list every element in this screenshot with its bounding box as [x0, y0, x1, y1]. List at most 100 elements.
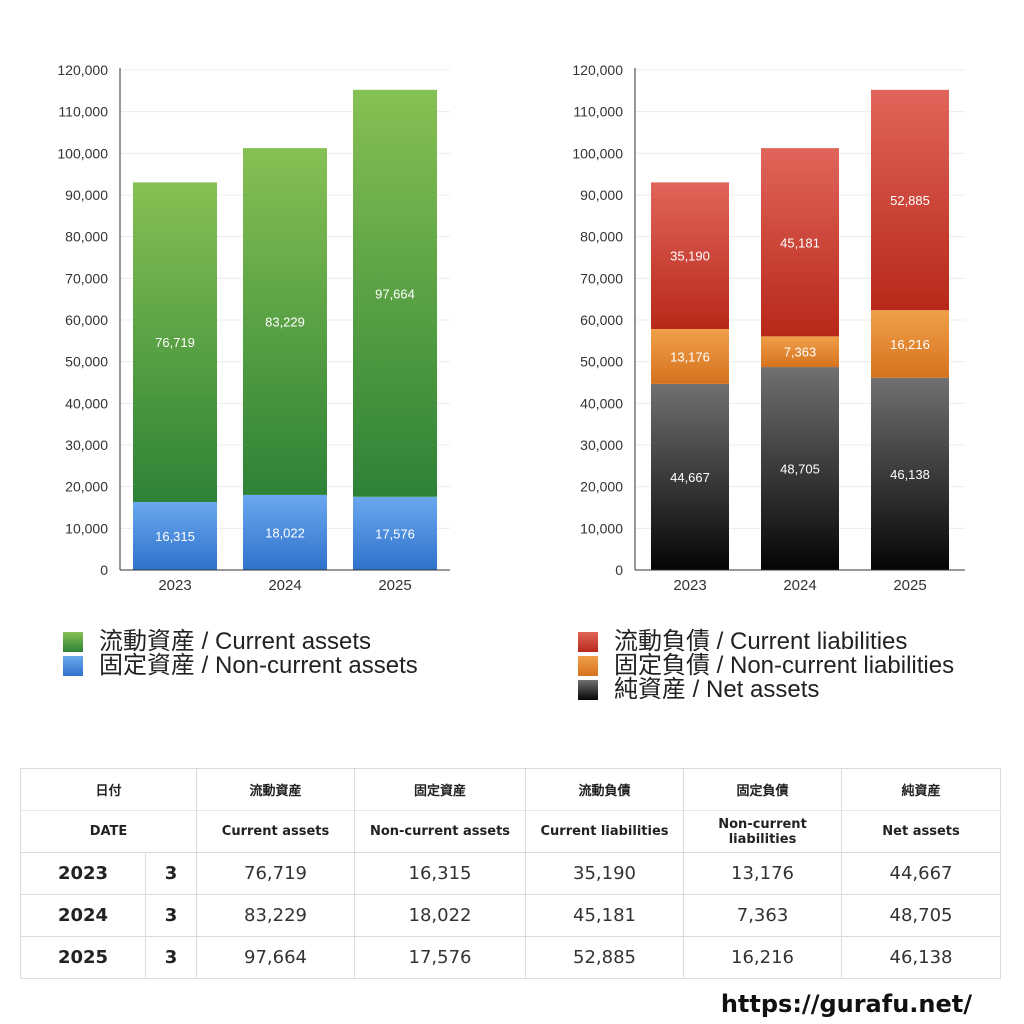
x-tick-label: 2025 — [893, 577, 926, 594]
cell-noncurrent-liabilities: 16,216 — [683, 936, 843, 979]
legend-label: 流動負債 / Current liabilities — [614, 628, 908, 655]
bar-segment — [651, 328, 729, 384]
bar-segment — [353, 89, 437, 497]
header-net-assets-jp: 純資産 — [841, 768, 1002, 811]
data-label: 16,216 — [890, 337, 930, 352]
assets-legend: 流動資産 / Current assets 固定資産 / Non-current … — [63, 630, 418, 678]
legend-label: 純資産 / Net assets — [614, 676, 820, 703]
bar-segment — [133, 182, 217, 503]
legend-label: 固定負債 / Non-current liabilities — [614, 652, 955, 679]
y-tick-label: 40,000 — [580, 395, 623, 411]
cell-net-assets: 46,138 — [841, 936, 1002, 979]
header-noncurrent-liabilities-en: Non-current liabilities — [683, 810, 843, 853]
y-tick-label: 0 — [615, 562, 623, 578]
cell-current-assets: 76,719 — [196, 852, 356, 895]
y-tick-label: 0 — [100, 562, 108, 578]
y-tick-label: 80,000 — [580, 229, 623, 245]
bar-segment — [761, 367, 839, 570]
bar-segment — [761, 148, 839, 337]
header-current-assets-jp: 流動資産 — [196, 768, 356, 811]
x-tick-label: 2024 — [783, 577, 816, 594]
y-tick-label: 80,000 — [65, 229, 108, 245]
header-current-liabilities-jp: 流動負債 — [525, 768, 685, 811]
row-year: 2023 — [20, 852, 146, 895]
legend-label: 固定資産 / Non-current assets — [99, 652, 418, 679]
cell-current-assets: 83,229 — [196, 894, 356, 937]
cell-noncurrent-liabilities: 7,363 — [683, 894, 843, 937]
bar-segment — [133, 502, 217, 570]
cell-current-liabilities: 35,190 — [525, 852, 685, 895]
header-noncurrent-liabilities-jp: 固定負債 — [683, 768, 843, 811]
table-header-jp: 日付 流動資産 固定資産 流動負債 固定負債 純資産 — [19, 768, 1002, 811]
legend-item: 流動資産 / Current assets — [63, 630, 418, 654]
row-month: 3 — [144, 936, 198, 979]
assets-chart: 0 10,000 20,000 30,000 40,000 50,000 60,000 70,… — [57, 62, 450, 594]
y-tick-label: 30,000 — [65, 437, 108, 453]
bar-segment — [871, 89, 949, 311]
cell-net-assets: 44,667 — [841, 852, 1002, 895]
cell-noncurrent-liabilities: 13,176 — [683, 852, 843, 895]
data-label: 52,885 — [890, 193, 930, 208]
row-year: 2024 — [20, 894, 146, 937]
data-label: 18,022 — [265, 525, 305, 540]
data-label: 76,719 — [155, 335, 195, 350]
y-tick-label: 60,000 — [65, 312, 108, 328]
data-label: 17,576 — [375, 526, 415, 541]
y-tick-label: 50,000 — [580, 354, 623, 370]
legend-swatch — [63, 656, 83, 676]
legend-item: 固定負債 / Non-current liabilities — [578, 654, 954, 678]
data-label: 97,664 — [375, 286, 415, 301]
cell-noncurrent-assets: 16,315 — [354, 852, 527, 895]
y-tick-label: 110,000 — [573, 104, 623, 120]
y-tick-label: 70,000 — [65, 270, 108, 286]
y-tick-label: 50,000 — [65, 354, 108, 370]
legend-swatch — [578, 656, 598, 676]
legend-swatch — [578, 680, 598, 700]
legend-item: 固定資産 / Non-current assets — [63, 654, 418, 678]
legend-label: 流動資産 / Current assets — [99, 628, 372, 655]
bar-segment — [871, 310, 949, 378]
header-noncurrent-assets-jp: 固定資産 — [354, 768, 527, 811]
legend-item: 流動負債 / Current liabilities — [578, 630, 954, 654]
y-tick-label: 10,000 — [580, 520, 623, 536]
site-url[interactable]: https://gurafu.net/ — [720, 990, 972, 1018]
x-tick-label: 2024 — [268, 577, 301, 594]
cell-noncurrent-assets: 18,022 — [354, 894, 527, 937]
y-tick-label: 90,000 — [65, 187, 108, 203]
header-net-assets-en: Net assets — [841, 810, 1002, 853]
cell-net-assets: 48,705 — [841, 894, 1002, 937]
y-tick-label: 120,000 — [57, 62, 108, 78]
bar-segment — [761, 336, 839, 368]
bar-segment — [651, 383, 729, 570]
header-date-jp: 日付 — [19, 768, 198, 811]
liabilities-chart: 0 10,000 20,000 30,000 40,000 50,000 60,000 70,… — [572, 62, 965, 594]
y-tick-label: 100,000 — [572, 145, 623, 161]
y-tick-label: 70,000 — [580, 270, 623, 286]
table-header-en: DATE Current assets Non-current assets C… — [19, 810, 1002, 853]
table-row: 2023 3 76,719 16,315 35,190 13,176 44,66… — [20, 852, 1002, 895]
data-label: 16,315 — [155, 529, 195, 544]
table-row: 2025 3 97,664 17,576 52,885 16,216 46,13… — [20, 936, 1002, 979]
bar-segment — [243, 148, 327, 495]
header-date-en: DATE — [19, 810, 198, 853]
legend-swatch — [63, 632, 83, 652]
y-tick-label: 40,000 — [65, 395, 108, 411]
y-tick-label: 10,000 — [65, 520, 108, 536]
cell-current-assets: 97,664 — [196, 936, 356, 979]
row-month: 3 — [144, 894, 198, 937]
y-tick-label: 100,000 — [57, 145, 108, 161]
legend-item: 純資産 / Net assets — [578, 678, 954, 702]
data-label: 44,667 — [670, 470, 710, 485]
y-tick-label: 90,000 — [580, 187, 623, 203]
bar-segment — [651, 182, 729, 329]
header-current-liabilities-en: Current liabilities — [525, 810, 685, 853]
row-year: 2025 — [20, 936, 146, 979]
row-month: 3 — [144, 852, 198, 895]
y-tick-label: 110,000 — [58, 104, 108, 120]
y-tick-label: 20,000 — [65, 479, 108, 495]
x-tick-label: 2023 — [673, 577, 706, 594]
header-current-assets-en: Current assets — [196, 810, 356, 853]
data-table: 日付 流動資産 固定資産 流動負債 固定負債 純資産 DATE Current … — [19, 768, 1002, 979]
data-label: 83,229 — [265, 315, 305, 330]
data-label: 35,190 — [670, 249, 710, 264]
